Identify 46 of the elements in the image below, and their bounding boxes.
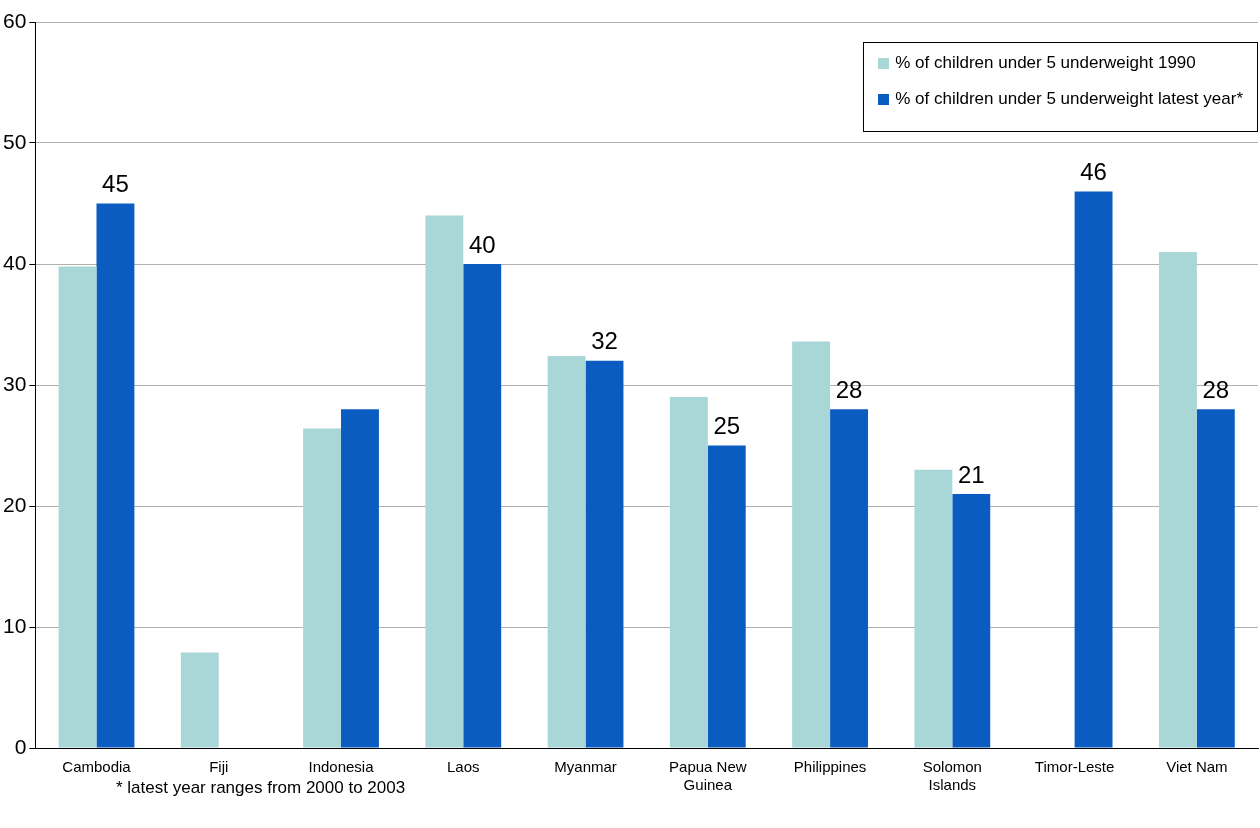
bar [58, 266, 97, 748]
x-tick-label: Papua New Guinea [669, 758, 747, 794]
y-tick-label: 30 [3, 371, 27, 395]
bar [830, 409, 868, 748]
x-tick-label: Viet Nam [1166, 758, 1228, 776]
bar [547, 355, 586, 748]
bar [463, 264, 502, 748]
x-tick-label: Solomon Islands [922, 758, 982, 794]
bar [96, 203, 135, 748]
bar [1158, 251, 1197, 748]
y-tick-label: 50 [3, 129, 27, 153]
data-label: 21 [957, 460, 985, 488]
bar [792, 341, 831, 748]
legend-label: % of children under 5 underweight latest year* [895, 89, 1243, 109]
bar [1074, 191, 1113, 748]
bar [952, 493, 991, 748]
y-tick-label: 10 [3, 613, 27, 637]
y-tick-label: 40 [3, 250, 27, 274]
data-label: 25 [713, 412, 741, 440]
x-tick-label: Laos [447, 758, 480, 776]
y-tick-label: 60 [3, 8, 27, 32]
bar [303, 428, 342, 748]
data-label: 40 [468, 230, 496, 258]
bar [1196, 409, 1235, 748]
y-tick-label: 20 [3, 492, 27, 516]
x-tick-label: Philippines [793, 758, 867, 776]
y-tick-label: 0 [14, 734, 27, 758]
bar [669, 397, 708, 748]
bar [707, 445, 746, 748]
x-tick-label: Fiji [209, 758, 229, 776]
bar [341, 409, 379, 748]
x-tick-label: Timor-Leste [1034, 758, 1115, 776]
bar [180, 652, 219, 748]
legend-label: % of children under 5 underweight 1990 [895, 53, 1196, 73]
x-tick-label: Myanmar [554, 758, 617, 776]
text: * latest year ranges from 2000 to 2003 [116, 778, 406, 798]
data-label: 28 [835, 375, 863, 403]
bar [914, 469, 953, 748]
data-label: 45 [102, 170, 129, 198]
data-label: 46 [1080, 158, 1107, 186]
bar [425, 215, 464, 748]
x-tick-label: Indonesia [308, 758, 375, 776]
x-tick-label: Cambodia [62, 758, 132, 776]
data-label: 32 [591, 327, 618, 355]
bar [585, 360, 624, 748]
data-label: 28 [1202, 375, 1230, 403]
